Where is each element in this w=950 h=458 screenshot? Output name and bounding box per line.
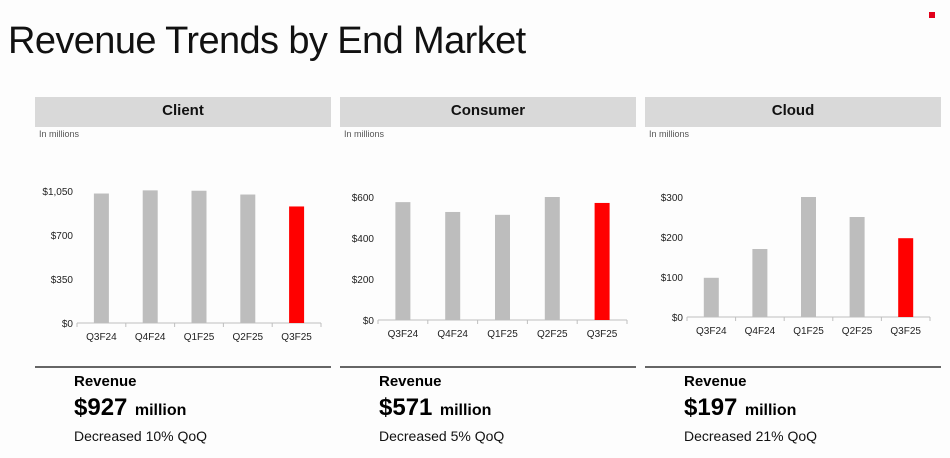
y-tick-label: $200 bbox=[661, 233, 684, 244]
x-tick-label: Q3F24 bbox=[86, 332, 117, 343]
divider-line bbox=[645, 366, 941, 368]
y-tick-label: $0 bbox=[363, 316, 375, 327]
bar bbox=[289, 206, 305, 323]
revenue-label: Revenue bbox=[379, 373, 442, 390]
revenue-value-line: $571 million bbox=[379, 395, 504, 424]
revenue-change: Decreased 5% QoQ bbox=[379, 428, 505, 444]
bar bbox=[801, 197, 816, 317]
consumer-bar-chart: $0 $200 $400 $600 Q3F24 Q4F24 Q1F25 Q2F25 Q3F25 bbox=[352, 193, 628, 340]
y-tick-label: $600 bbox=[352, 193, 375, 204]
revenue-summary: Revenue $927 million Decreased 10% QoQ bbox=[74, 373, 207, 444]
bar bbox=[594, 202, 610, 320]
divider-line bbox=[35, 366, 331, 368]
bar bbox=[395, 202, 411, 320]
panel-client: Client In millions $0 $350 $700 $1,050 Q3F24… bbox=[35, 97, 331, 458]
page-title: Revenue Trends by End Market bbox=[8, 20, 526, 62]
revenue-summary: Revenue $571 million Decreased 5% QoQ bbox=[379, 373, 504, 444]
bar bbox=[752, 249, 768, 317]
revenue-value-line: $927 million bbox=[74, 395, 207, 424]
panel-header: Consumer bbox=[340, 97, 636, 127]
bar bbox=[93, 193, 109, 323]
y-tick-label: $100 bbox=[661, 273, 684, 284]
y-tick-label: $0 bbox=[672, 313, 684, 324]
panel-header: Cloud bbox=[645, 97, 941, 127]
revenue-unit: million bbox=[439, 402, 492, 419]
y-tick-label: $350 bbox=[51, 275, 74, 286]
bar bbox=[898, 238, 914, 317]
bar bbox=[495, 214, 510, 320]
bar bbox=[142, 190, 158, 323]
bar bbox=[849, 217, 865, 317]
y-tick-label: $300 bbox=[661, 193, 684, 204]
panel-cloud: Cloud In millions $0 $100 $200 $300 Q3F24 Q4F… bbox=[645, 97, 941, 458]
revenue-label: Revenue bbox=[684, 373, 747, 390]
revenue-amount: $927 bbox=[74, 394, 128, 421]
unit-note: In millions bbox=[344, 129, 385, 139]
bar bbox=[191, 190, 207, 323]
revenue-label: Revenue bbox=[74, 373, 137, 390]
x-tick-label: Q1F25 bbox=[487, 329, 518, 340]
revenue-unit: million bbox=[134, 402, 187, 419]
revenue-amount: $197 bbox=[684, 394, 738, 421]
y-tick-label: $1,050 bbox=[42, 187, 73, 198]
x-tick-label: Q3F24 bbox=[388, 329, 419, 340]
revenue-change: Decreased 21% QoQ bbox=[684, 428, 818, 444]
x-tick-label: Q3F25 bbox=[587, 329, 618, 340]
client-bar-chart: $0 $350 $700 $1,050 Q3F24 Q4F24 Q1F25 Q2F25 Q3F2… bbox=[42, 187, 322, 343]
revenue-unit: million bbox=[744, 402, 797, 419]
x-tick-label: Q3F25 bbox=[890, 326, 921, 337]
revenue-summary: Revenue $197 million Decreased 21% QoQ bbox=[684, 373, 817, 444]
y-tick-label: $700 bbox=[51, 231, 74, 242]
panel-consumer: Consumer In millions $0 $200 $400 $600 Q3F24… bbox=[340, 97, 636, 458]
cloud-bar-chart: $0 $100 $200 $300 Q3F24 Q4F24 Q1F25 Q2F25 Q3F25 bbox=[661, 193, 931, 337]
y-tick-label: $400 bbox=[352, 234, 375, 245]
y-tick-label: $200 bbox=[352, 275, 375, 286]
x-tick-label: Q2F25 bbox=[233, 332, 264, 343]
x-tick-label: Q1F25 bbox=[793, 326, 824, 337]
x-tick-label: Q2F25 bbox=[842, 326, 873, 337]
panel-header: Client bbox=[35, 97, 331, 127]
bar bbox=[240, 194, 256, 323]
x-tick-label: Q2F25 bbox=[537, 329, 568, 340]
revenue-value-line: $197 million bbox=[684, 395, 817, 424]
x-tick-label: Q4F24 bbox=[745, 326, 776, 337]
revenue-change: Decreased 10% QoQ bbox=[74, 428, 208, 444]
x-tick-label: Q4F24 bbox=[135, 332, 166, 343]
brand-corner-mark bbox=[929, 12, 935, 18]
revenue-amount: $571 bbox=[379, 394, 433, 421]
divider-line bbox=[340, 366, 636, 368]
x-tick-label: Q4F24 bbox=[437, 329, 468, 340]
bar bbox=[445, 211, 461, 320]
unit-note: In millions bbox=[649, 129, 690, 139]
x-tick-label: Q3F25 bbox=[281, 332, 312, 343]
bar bbox=[703, 277, 719, 317]
unit-note: In millions bbox=[39, 129, 80, 139]
x-tick-label: Q1F25 bbox=[184, 332, 215, 343]
x-tick-label: Q3F24 bbox=[696, 326, 727, 337]
bar bbox=[544, 197, 560, 320]
y-tick-label: $0 bbox=[62, 319, 74, 330]
